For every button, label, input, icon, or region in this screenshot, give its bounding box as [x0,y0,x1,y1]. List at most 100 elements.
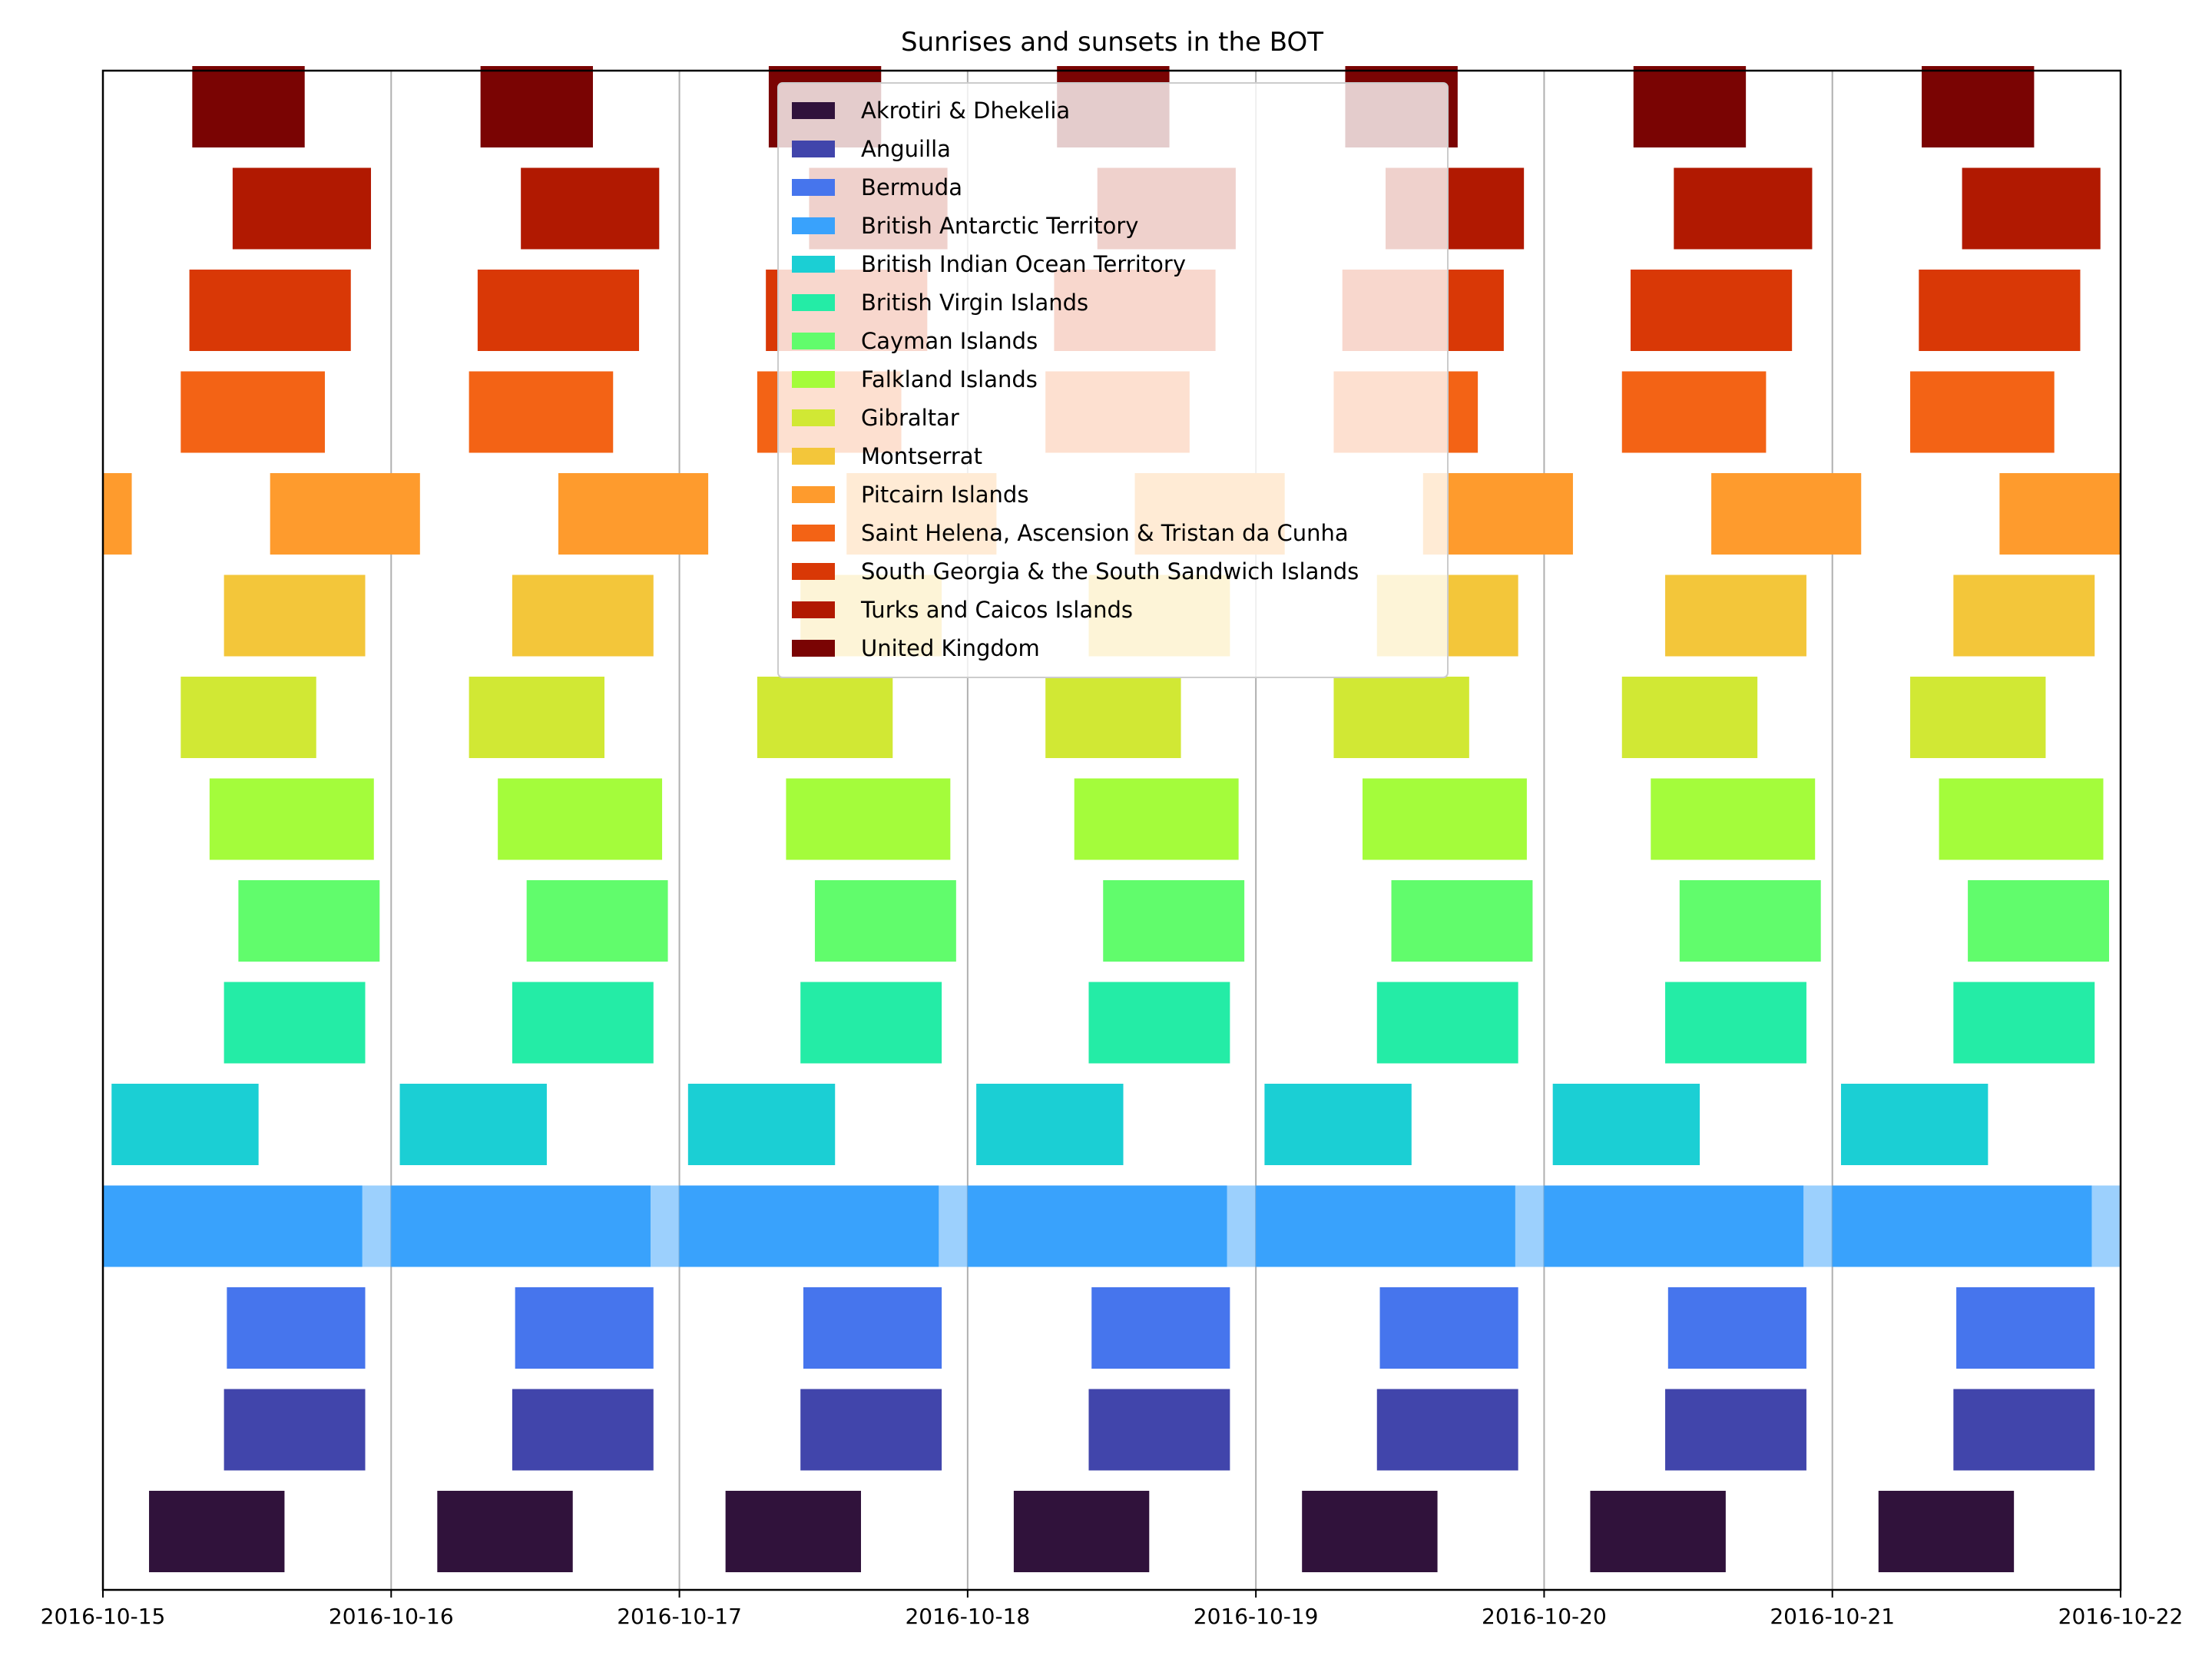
daylight-bar [391,1185,651,1267]
daylight-bar [224,1389,366,1471]
daylight-bar [480,66,593,147]
daylight-bar [1665,1389,1806,1471]
daylight-bar [477,270,640,351]
series-bermuda [227,1287,2095,1369]
legend-label: Anguilla [861,136,951,162]
legend-swatch [792,294,835,311]
twilight-bar [2091,1185,2121,1267]
legend-swatch [792,179,835,196]
daylight-bar [1256,1185,1515,1267]
daylight-bar [103,473,132,555]
daylight-bar [687,1084,836,1165]
legend-box [777,82,1449,678]
legend-swatch [792,525,835,541]
plot-frame [101,69,2122,1591]
daylight-bar [1922,66,2035,147]
x-tick-label: 2016-10-21 [1770,1604,1895,1629]
daylight-bar [209,778,374,860]
daylight-bar [1968,880,2109,962]
daylight-bar [1939,778,2104,860]
daylight-bar [399,1084,547,1165]
legend-swatch [792,409,835,426]
daylight-bar [512,575,654,657]
x-tick-label: 2016-10-15 [41,1604,166,1629]
daylight-bar [189,270,351,351]
legend-label: Gibraltar [861,405,959,431]
legend-label: Cayman Islands [861,328,1038,354]
daylight-bar [469,677,604,758]
daylight-bar [757,677,893,758]
daylight-bar [1953,982,2095,1064]
daylight-bar [1999,473,2121,555]
daylight-bar [270,473,420,555]
legend-swatch [792,141,835,157]
legend-swatch [792,563,835,580]
daylight-bar [515,1287,654,1369]
daylight-bar [967,1185,1227,1267]
daylight-bar [469,371,614,453]
legend-label: Bermuda [861,174,962,200]
legend-swatch [792,640,835,657]
daylight-bar [1679,880,1821,962]
legend-label: Falkland Islands [861,366,1038,392]
x-tick-label: 2016-10-22 [2058,1604,2184,1629]
daylight-bar [1667,1287,1806,1369]
daylight-bar [1878,1491,2015,1572]
x-tick-label: 2016-10-17 [617,1604,742,1629]
daylight-bar [437,1491,573,1572]
x-tick-label: 2016-10-18 [905,1604,1030,1629]
daylight-bar [1088,982,1230,1064]
daylight-bar [232,167,372,250]
chart-title: Sunrises and sunsets in the BOT [901,27,1323,58]
daylight-bar [1832,1185,2092,1267]
daylight-bar [1264,1084,1412,1165]
x-axis: 2016-10-15 2016-10-16 2016-10-17 2016-10-18… [41,1590,2184,1629]
legend-swatch [792,601,835,618]
legend-swatch [792,371,835,388]
legend-label: Turks and Caicos Islands [860,597,1133,623]
daylight-bar [1910,677,2046,758]
daylight-bar [238,880,380,962]
daylight-bar [1665,575,1806,657]
legend-label: British Virgin Islands [861,290,1088,316]
legend-label: Pitcairn Islands [861,482,1028,508]
legend-label: Saint Helena, Ascension & Tristan da Cun… [861,520,1349,546]
daylight-bar [111,1084,259,1165]
daylight-bar [227,1287,366,1369]
series-british-indian-ocean-territory [111,1084,1988,1165]
legend-swatch [792,333,835,349]
daylight-bar [1621,677,1758,758]
series-british-virgin-islands [224,982,2095,1064]
daylight-bar [1045,677,1181,758]
daylight-bar [180,677,316,758]
daylight-bar [1013,1491,1150,1572]
daylight-bar [1590,1491,1726,1572]
daylight-bar [1711,473,1862,555]
daylight-bar [800,982,942,1064]
daylight-bar [1074,778,1239,860]
series-akrotiri-dhekelia [149,1491,2015,1572]
legend-label: United Kingdom [861,635,1040,661]
daylight-bar [1302,1491,1438,1572]
legend-label: Montserrat [861,443,982,469]
daylight-bar [512,1389,654,1471]
legend-swatch [792,217,835,234]
daylight-bar [814,880,956,962]
daylight-bar [149,1491,285,1572]
daylight-bar [800,1389,942,1471]
daylight-bar [1621,371,1767,453]
daylight-bar [786,778,951,860]
daylight-bar [1962,167,2101,250]
legend-swatch [792,448,835,465]
daylight-bar [558,473,709,555]
daylight-bar [679,1185,939,1267]
daylight-bar [1103,880,1245,962]
daylight-bar [1376,982,1518,1064]
daylight-bar [192,66,305,147]
daylight-bar [1631,270,1793,351]
daylight-bar [1362,778,1527,860]
legend-swatch [792,102,835,119]
legend-label: South Georgia & the South Sandwich Islan… [861,558,1359,584]
daylight-bar [1544,1185,1804,1267]
